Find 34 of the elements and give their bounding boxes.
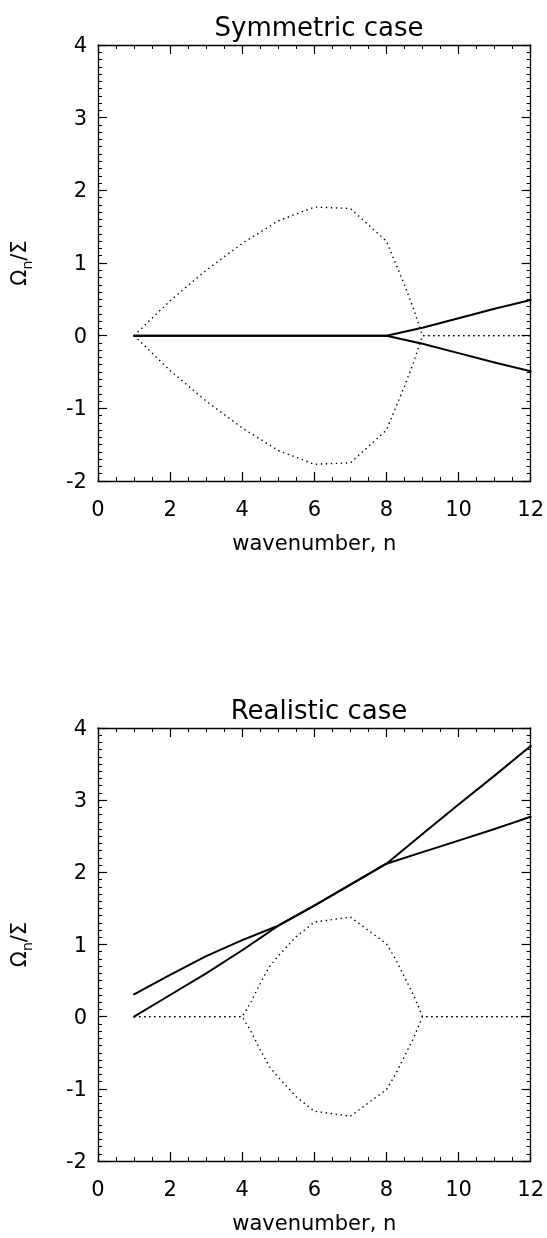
x-axis-title: wavenumber, n	[232, 530, 397, 555]
y-tick-label: -1	[66, 396, 87, 421]
x-tick-label: 2	[163, 1176, 177, 1201]
x-tick-label: 6	[307, 1176, 322, 1201]
x-tick-label: 0	[91, 1176, 105, 1201]
y-tick-label: 3	[73, 105, 87, 130]
x-tick-label: 12	[517, 1176, 545, 1201]
y-tick-label: -2	[66, 1149, 87, 1173]
y-tick-label: -1	[66, 1076, 87, 1101]
x-tick-label: 2	[163, 496, 177, 521]
x-axis-title: wavenumber, n	[232, 1210, 397, 1235]
x-tick-label: 6	[307, 496, 322, 521]
y-axis-title: Ωn/Σ	[6, 240, 35, 286]
y-tick-label: 2	[73, 860, 87, 885]
x-tick-label: 8	[379, 496, 394, 521]
y-tick-label: 4	[73, 716, 87, 740]
y-tick-label: 4	[73, 33, 87, 57]
y-tick-label: 0	[73, 1004, 87, 1029]
x-tick-label: 10	[445, 1176, 472, 1201]
x-tick-label: 8	[379, 1176, 394, 1201]
y-tick-label: 0	[73, 323, 87, 348]
y-tick-label: -2	[66, 469, 87, 493]
x-tick-label: 4	[235, 1176, 249, 1201]
x-tick-label: 12	[517, 496, 545, 521]
chart-title: Realistic case	[230, 695, 408, 725]
x-tick-label: 0	[91, 496, 105, 521]
y-tick-label: 3	[73, 788, 87, 813]
x-tick-label: 10	[445, 496, 472, 521]
y-tick-label: 2	[73, 178, 87, 203]
y-tick-label: 1	[73, 932, 87, 957]
y-tick-label: 1	[73, 251, 87, 275]
chart-title: Symmetric case	[214, 12, 424, 42]
y-axis-title: Ωn/Σ	[6, 921, 35, 968]
x-tick-label: 4	[235, 496, 249, 521]
